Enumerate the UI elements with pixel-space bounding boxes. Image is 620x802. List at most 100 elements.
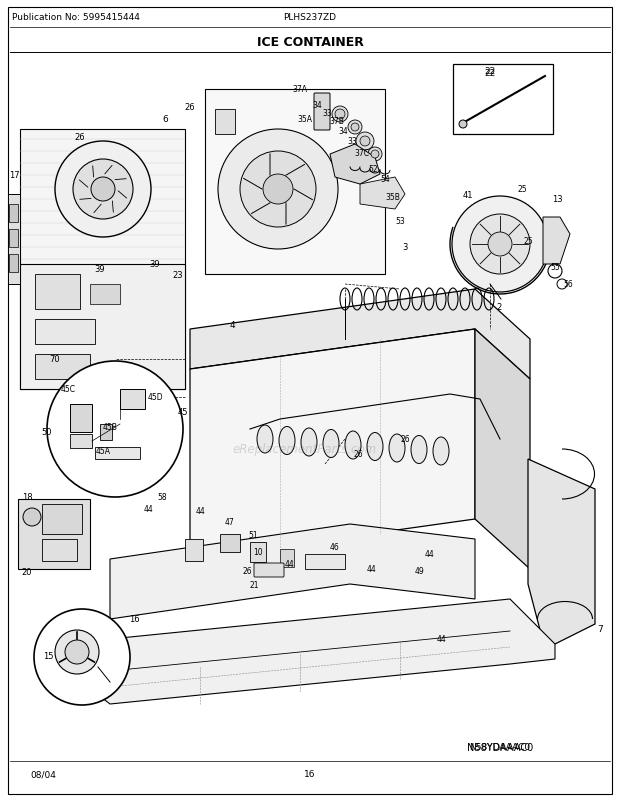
Text: 35B: 35B xyxy=(386,193,401,202)
Text: 13: 13 xyxy=(552,195,562,205)
Text: Publication No: 5995415444: Publication No: 5995415444 xyxy=(12,14,140,22)
Text: 45B: 45B xyxy=(102,423,117,432)
Text: 10: 10 xyxy=(253,548,263,557)
Text: 17: 17 xyxy=(9,170,20,180)
Bar xyxy=(35,354,90,379)
Text: eReplacementParts.com: eReplacementParts.com xyxy=(233,443,377,456)
Text: 33: 33 xyxy=(347,137,357,146)
Text: ICE CONTAINER: ICE CONTAINER xyxy=(257,35,363,48)
Ellipse shape xyxy=(411,436,427,464)
Text: 37A: 37A xyxy=(293,85,308,95)
Polygon shape xyxy=(205,90,385,274)
Ellipse shape xyxy=(301,428,317,456)
Bar xyxy=(453,65,553,135)
Circle shape xyxy=(351,124,359,132)
Text: 25: 25 xyxy=(523,237,533,246)
FancyBboxPatch shape xyxy=(314,94,330,131)
Text: 22: 22 xyxy=(484,67,495,76)
Bar xyxy=(100,424,112,440)
Ellipse shape xyxy=(279,427,295,455)
Text: 18: 18 xyxy=(22,493,32,502)
Text: 45D: 45D xyxy=(147,393,163,402)
Bar xyxy=(305,554,345,569)
Circle shape xyxy=(335,110,345,119)
Text: 37B: 37B xyxy=(330,117,345,127)
Bar xyxy=(9,255,18,273)
Circle shape xyxy=(459,121,467,129)
Circle shape xyxy=(73,160,133,220)
Text: 54: 54 xyxy=(380,176,390,184)
Text: 22: 22 xyxy=(484,70,495,79)
Bar xyxy=(185,539,203,561)
Ellipse shape xyxy=(323,430,339,458)
Text: PLHS237ZD: PLHS237ZD xyxy=(283,14,337,22)
Polygon shape xyxy=(528,460,595,649)
Bar xyxy=(9,205,18,223)
FancyArrowPatch shape xyxy=(118,192,126,199)
Bar xyxy=(70,404,92,432)
Polygon shape xyxy=(8,195,20,285)
Polygon shape xyxy=(190,330,475,559)
Text: 53: 53 xyxy=(395,217,405,226)
Circle shape xyxy=(332,107,348,123)
Bar xyxy=(280,549,294,567)
Text: 4: 4 xyxy=(229,321,235,330)
Text: 51: 51 xyxy=(248,531,258,540)
Circle shape xyxy=(47,362,183,497)
Circle shape xyxy=(23,508,41,526)
Text: 16: 16 xyxy=(304,770,316,779)
Circle shape xyxy=(470,215,530,274)
Text: 44: 44 xyxy=(285,560,295,569)
Bar xyxy=(35,274,80,310)
Text: 47: 47 xyxy=(225,518,235,527)
Bar xyxy=(95,448,140,460)
Text: 46: 46 xyxy=(330,543,340,552)
Text: 16: 16 xyxy=(129,615,140,624)
Text: 6: 6 xyxy=(162,115,168,124)
Text: 37C: 37C xyxy=(355,148,370,157)
Bar xyxy=(42,539,77,561)
Ellipse shape xyxy=(433,437,449,465)
Bar xyxy=(35,320,95,345)
Polygon shape xyxy=(475,330,530,569)
Circle shape xyxy=(34,610,130,705)
Circle shape xyxy=(263,175,293,205)
Circle shape xyxy=(356,133,374,151)
Ellipse shape xyxy=(389,435,405,463)
Polygon shape xyxy=(110,525,475,619)
Circle shape xyxy=(488,233,512,257)
Polygon shape xyxy=(20,130,185,390)
Circle shape xyxy=(55,630,99,674)
Bar xyxy=(215,110,235,135)
FancyArrowPatch shape xyxy=(112,202,113,213)
Text: 52: 52 xyxy=(368,165,378,174)
Text: 50: 50 xyxy=(42,428,52,437)
Circle shape xyxy=(65,640,89,664)
Text: 33: 33 xyxy=(322,108,332,117)
Text: 39: 39 xyxy=(95,265,105,274)
FancyBboxPatch shape xyxy=(254,563,284,577)
Circle shape xyxy=(368,148,382,162)
Text: 44: 44 xyxy=(437,634,447,644)
Text: 56: 56 xyxy=(563,280,573,290)
Text: 44: 44 xyxy=(195,507,205,516)
Text: 26: 26 xyxy=(185,103,195,112)
Bar xyxy=(250,542,266,562)
Polygon shape xyxy=(330,145,380,184)
Bar xyxy=(9,229,18,248)
Polygon shape xyxy=(20,265,185,390)
FancyArrowPatch shape xyxy=(93,167,94,178)
Text: 26: 26 xyxy=(353,450,363,459)
Polygon shape xyxy=(360,178,405,210)
Text: 15: 15 xyxy=(43,652,53,661)
Text: 58: 58 xyxy=(157,493,167,502)
Text: 44: 44 xyxy=(143,505,153,514)
Ellipse shape xyxy=(257,426,273,453)
Circle shape xyxy=(452,196,548,293)
Polygon shape xyxy=(65,599,555,704)
Bar xyxy=(42,504,82,534)
Text: 39: 39 xyxy=(149,260,161,269)
Circle shape xyxy=(218,130,338,249)
Text: 35A: 35A xyxy=(298,115,312,124)
Text: 45C: 45C xyxy=(61,385,76,394)
